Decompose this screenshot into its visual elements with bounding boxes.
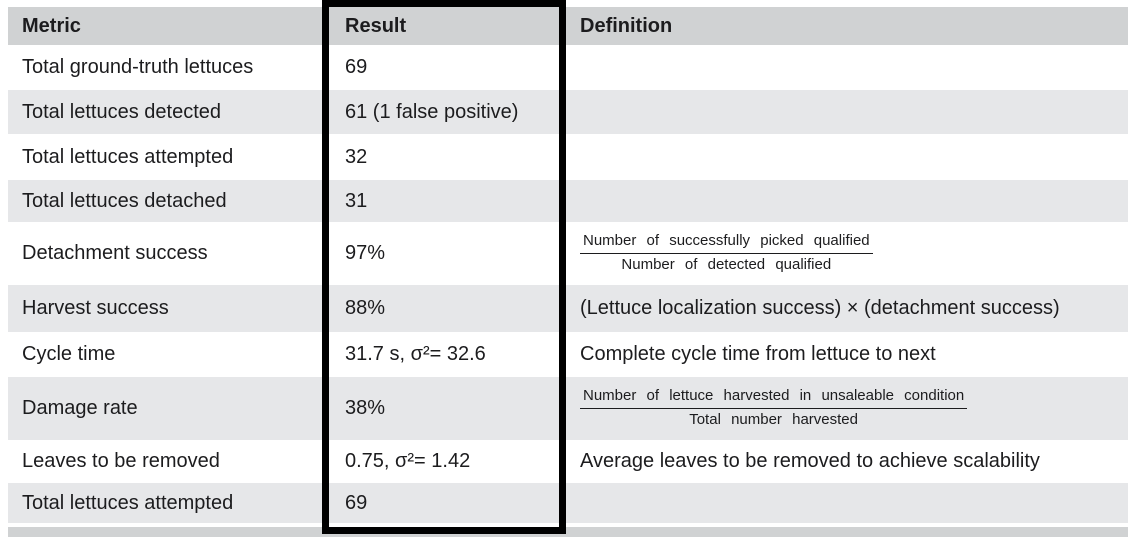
definition-cell: Complete cycle time from lettuce to next xyxy=(580,343,936,365)
result-cell: 32 xyxy=(345,145,368,168)
result-cell: 38% xyxy=(345,397,386,419)
metric-cell: Total lettuces attempted xyxy=(22,145,234,168)
row-damage-rate: Damage rate 38% Number of lettuce harves… xyxy=(8,377,1128,440)
fraction-numerator: Number of lettuce harvested in unsaleabl… xyxy=(580,387,968,409)
metric-cell: Leaves to be removed xyxy=(22,450,220,472)
result-cell: 0.75, σ²= 1.42 xyxy=(345,450,471,472)
result-cell: 61 (1 false positive) xyxy=(345,100,519,123)
result-cell: 31.7 s, σ²= 32.6 xyxy=(345,343,486,365)
row-harvest-success: Harvest success 88% (Lettuce localizatio… xyxy=(8,285,1128,332)
fraction-numerator: Number of successfully picked qualified xyxy=(580,232,873,254)
metric-cell: Damage rate xyxy=(22,397,138,419)
definition-cell: (Lettuce localization success) × (detach… xyxy=(580,297,1060,319)
metric-cell: Total lettuces detected xyxy=(22,100,222,123)
metric-cell: Total lettuces attempted xyxy=(22,491,234,514)
column-header-definition: Definition xyxy=(580,14,673,37)
row-total-lettuces-attempted: Total lettuces attempted 32 xyxy=(8,134,1128,180)
metric-cell: Detachment success xyxy=(22,242,208,264)
row-total-lettuces-attempted-2: Total lettuces attempted 69 xyxy=(8,483,1128,523)
row-cycle-time: Cycle time 31.7 s, σ²= 32.6 Complete cyc… xyxy=(8,332,1128,377)
result-cell: 69 xyxy=(345,491,368,514)
metric-cell: Harvest success xyxy=(22,297,169,319)
definition-cell: Average leaves to be removed to achieve … xyxy=(580,450,1040,472)
row-detachment-success: Detachment success 97% Number of success… xyxy=(8,222,1128,285)
definition-fraction: Number of successfully picked qualified … xyxy=(580,232,873,275)
definition-cell: Number of lettuce harvested in unsaleabl… xyxy=(566,387,1128,430)
result-cell: 88% xyxy=(345,297,386,319)
column-header-metric: Metric xyxy=(22,14,81,37)
metric-cell: Cycle time xyxy=(22,343,116,365)
definition-fraction: Number of lettuce harvested in unsaleabl… xyxy=(580,387,968,430)
metrics-table: Metric Result Definition Total ground-tr… xyxy=(0,7,1128,523)
column-header-result: Result xyxy=(345,14,407,37)
table-bottom-rule xyxy=(8,527,1128,537)
result-cell: 31 xyxy=(345,189,368,212)
result-cell: 69 xyxy=(345,56,368,78)
table-header-row: Metric Result Definition xyxy=(8,7,1128,45)
metric-cell: Total lettuces detached xyxy=(22,189,227,212)
row-total-lettuces-detected: Total lettuces detected 61 (1 false posi… xyxy=(8,90,1128,134)
fraction-denominator: Total number harvested xyxy=(689,410,858,428)
result-cell: 97% xyxy=(345,242,386,264)
metric-cell: Total ground-truth lettuces xyxy=(22,56,254,78)
row-total-ground-truth-lettuces: Total ground-truth lettuces 69 xyxy=(8,45,1128,90)
row-total-lettuces-detached: Total lettuces detached 31 xyxy=(8,180,1128,222)
row-leaves-to-be-removed: Leaves to be removed 0.75, σ²= 1.42 Aver… xyxy=(8,440,1128,483)
fraction-denominator: Number of detected qualified xyxy=(621,255,832,273)
definition-cell: Number of successfully picked qualified … xyxy=(566,232,1128,275)
